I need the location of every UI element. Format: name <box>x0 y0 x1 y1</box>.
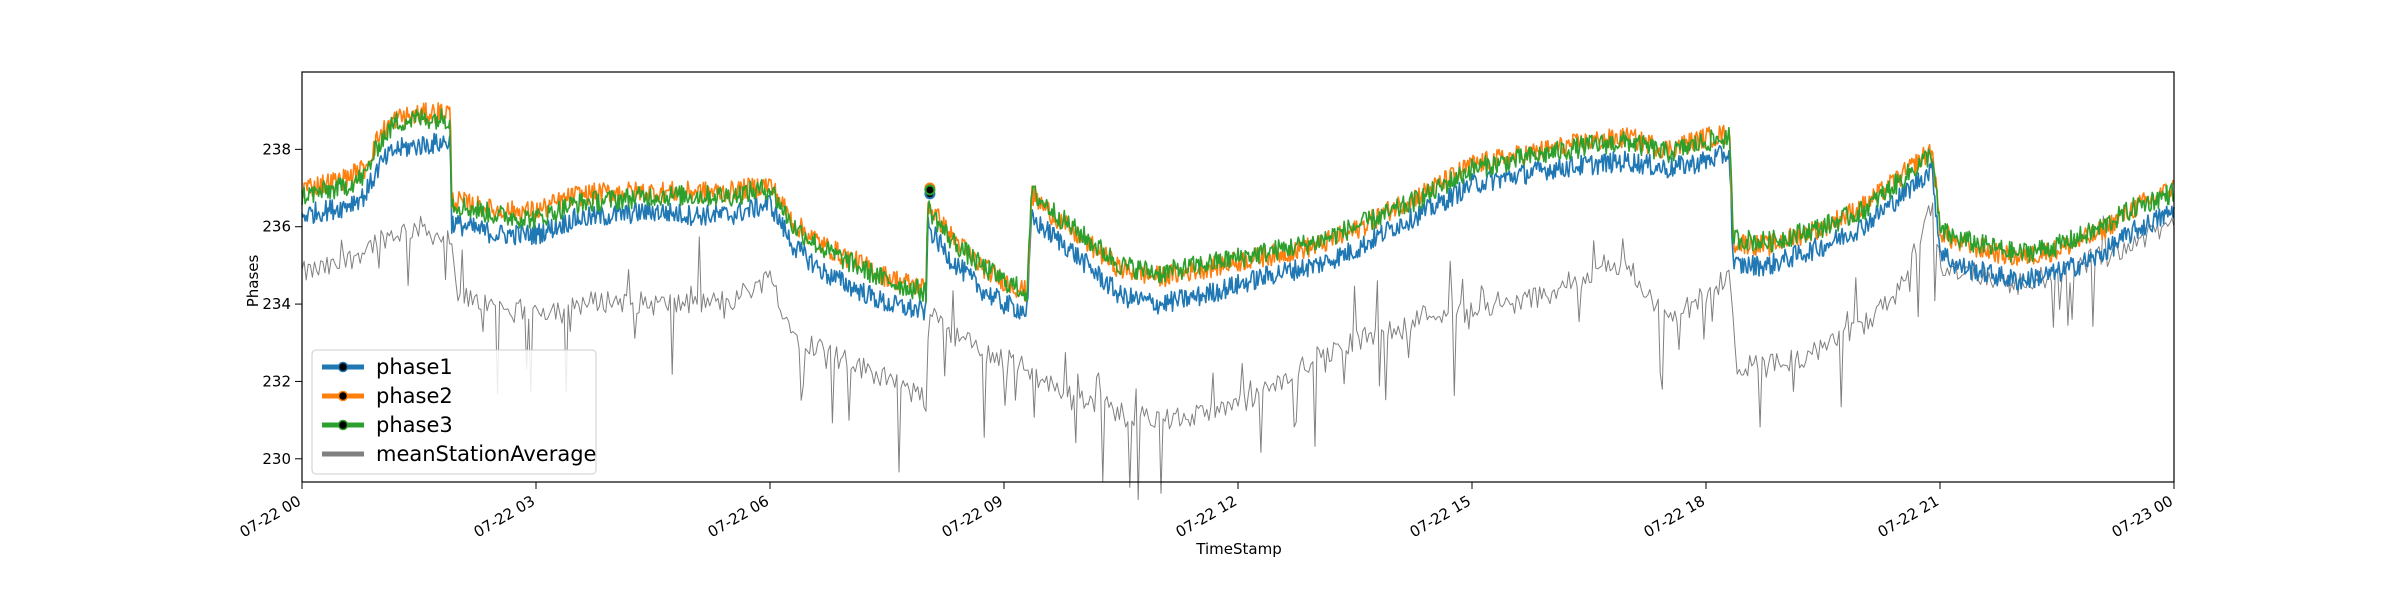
x-tick-label: 07-22 00 <box>237 492 304 541</box>
legend-box <box>311 349 597 475</box>
x-tick-label: 07-22 09 <box>939 492 1006 541</box>
x-tick-label: 07-22 12 <box>1173 492 1240 541</box>
plot-area <box>301 102 2175 501</box>
x-tick-label: 07-22 06 <box>705 492 772 541</box>
x-tick-label: 07-22 03 <box>471 492 538 541</box>
legend: phase1 phase2 phase3 meanStationAverage <box>311 349 597 475</box>
legend-label-phase2: phase2 <box>376 384 453 408</box>
legend-marker-phase3 <box>337 419 349 431</box>
legend-label-phase3: phase3 <box>376 413 453 437</box>
legend-marker-phase2 <box>337 390 349 402</box>
x-tick-label: 07-22 15 <box>1407 492 1474 541</box>
x-axis-title: TimeStamp <box>1195 540 1281 558</box>
x-tick-label: 07-23 00 <box>2109 492 2176 541</box>
y-tick-label: 230 <box>262 450 291 468</box>
y-axis-title: Phases <box>244 255 262 308</box>
y-tick-label: 234 <box>262 295 291 313</box>
marker-point-phase3 <box>924 184 936 196</box>
x-tick-label: 07-22 21 <box>1875 492 1942 541</box>
series-line-meanStationAverage <box>301 202 2175 501</box>
y-tick-label: 238 <box>262 140 291 158</box>
legend-label-meanStationAverage: meanStationAverage <box>376 442 596 466</box>
series-line-phase3 <box>301 108 2175 304</box>
y-tick-label: 236 <box>262 218 291 236</box>
y-tick-label: 232 <box>262 372 291 390</box>
legend-label-phase1: phase1 <box>376 355 453 379</box>
legend-marker-phase1 <box>337 361 349 373</box>
series-line-phase1 <box>301 132 2175 321</box>
x-tick-label: 07-22 18 <box>1641 492 1708 541</box>
